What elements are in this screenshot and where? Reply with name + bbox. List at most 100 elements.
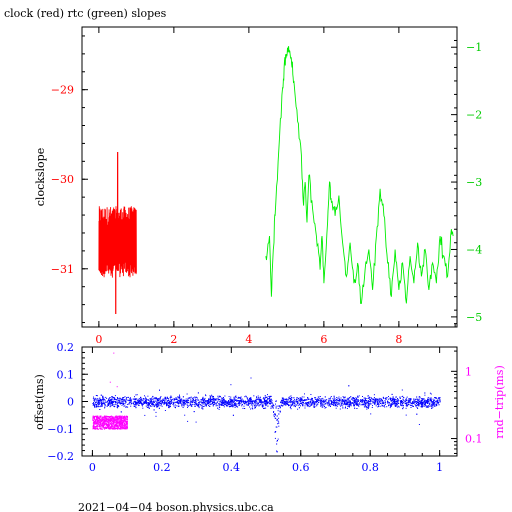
offset-point — [166, 403, 167, 405]
offset-point — [305, 402, 307, 404]
offset-point — [250, 408, 252, 410]
round-trip-point — [126, 427, 128, 429]
offset-point — [186, 402, 188, 404]
offset-point — [145, 401, 147, 403]
offset-point — [230, 399, 232, 401]
offset-point — [269, 401, 271, 403]
offset-point — [211, 402, 213, 404]
offset-point — [400, 403, 402, 405]
offset-point — [300, 397, 302, 399]
offset-point — [430, 400, 432, 402]
offset-point — [368, 397, 369, 399]
offset-point — [119, 401, 121, 403]
offset-point — [297, 402, 299, 404]
offset-point — [138, 400, 140, 402]
offset-point — [190, 405, 192, 407]
offset-point — [152, 404, 154, 406]
offset-point — [412, 402, 414, 403]
offset-point — [273, 416, 275, 417]
offset-point — [339, 408, 341, 410]
offset-point — [317, 403, 319, 405]
offset-point — [308, 403, 310, 405]
offset-point — [329, 403, 331, 405]
offset-point — [177, 398, 179, 400]
offset-point — [307, 398, 309, 400]
offset-point — [229, 401, 231, 403]
offset-point — [369, 403, 371, 405]
offset-point — [100, 394, 102, 396]
offset-point — [283, 404, 285, 406]
offset-point — [152, 396, 154, 398]
offset-point — [278, 425, 280, 427]
offset-point — [164, 396, 166, 398]
round-trip-point — [104, 428, 106, 430]
offset-point — [278, 422, 280, 424]
round-trip-point — [93, 421, 95, 422]
round-trip-point — [103, 427, 105, 429]
bottom-x-tick-label: 1 — [436, 461, 443, 474]
offset-point — [267, 398, 269, 400]
round-trip-point — [104, 419, 106, 421]
offset-point — [140, 399, 142, 401]
round-trip-point — [102, 425, 104, 427]
offset-point — [97, 398, 99, 400]
offset-point — [377, 400, 379, 402]
offset-point — [144, 401, 146, 403]
offset-point — [257, 403, 259, 405]
offset-point — [148, 399, 150, 401]
offset-point — [343, 400, 345, 402]
offset-point — [189, 401, 191, 403]
offset-point — [383, 405, 385, 407]
offset-point — [269, 401, 271, 403]
round-trip-point — [123, 417, 125, 419]
offset-point — [141, 404, 143, 406]
offset-point — [122, 402, 124, 404]
offset-point — [235, 405, 237, 406]
round-trip-point — [112, 426, 114, 428]
offset-point — [130, 405, 132, 407]
offset-point — [372, 402, 374, 404]
offset-point — [320, 403, 322, 405]
offset-point — [337, 400, 339, 402]
offset-point — [232, 404, 234, 406]
offset-point — [249, 398, 251, 399]
offset-point — [304, 405, 306, 407]
offset-point — [405, 414, 407, 416]
offset-point — [334, 404, 336, 406]
offset-point — [191, 401, 193, 403]
offset-point — [217, 399, 219, 401]
offset-point — [290, 405, 292, 407]
offset-point — [364, 406, 366, 408]
round-trip-point — [109, 422, 111, 424]
offset-point — [215, 405, 217, 407]
offset-point — [128, 399, 130, 401]
offset-point — [118, 402, 119, 404]
offset-point — [243, 405, 245, 407]
round-trip-point — [107, 420, 109, 422]
offset-point — [427, 399, 429, 400]
offset-point — [118, 406, 120, 407]
offset-point — [276, 419, 278, 421]
offset-point — [329, 403, 331, 405]
bottom-chart: offset(ms) rnd−trip(ms) 0 0.2 0.4 0.6 0.8 10.… — [33, 341, 506, 474]
offset-point — [235, 402, 236, 404]
offset-point — [198, 407, 200, 409]
offset-point — [346, 408, 348, 409]
offset-point — [320, 401, 322, 403]
offset-point — [346, 403, 348, 405]
round-trip-point — [113, 427, 115, 428]
offset-point — [139, 401, 141, 403]
offset-point — [364, 402, 365, 404]
offset-point — [228, 400, 230, 402]
offset-point — [214, 403, 216, 405]
offset-point — [348, 398, 350, 400]
offset-point — [193, 411, 195, 413]
offset-point — [134, 400, 136, 402]
offset-point — [343, 402, 345, 404]
offset-point — [408, 398, 410, 400]
offset-point — [272, 407, 274, 409]
offset-point — [140, 401, 142, 403]
offset-point — [376, 398, 378, 400]
offset-point — [344, 407, 346, 409]
round-trip-point — [116, 419, 118, 421]
